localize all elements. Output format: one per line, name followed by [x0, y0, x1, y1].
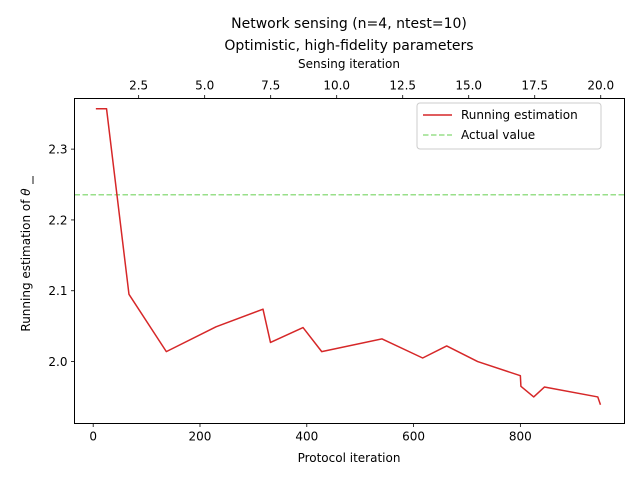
x-axis-label: Protocol iteration	[298, 451, 401, 465]
y-tick-label: 2.0	[48, 355, 67, 369]
x2-tick-label: 20.0	[587, 79, 614, 93]
chart-title-line1: Network sensing (n=4, ntest=10)	[231, 16, 467, 32]
y-tick-label: 2.1	[48, 284, 67, 298]
top-axis-label: Sensing iteration	[298, 57, 400, 71]
legend: Running estimation Actual value	[416, 102, 602, 150]
x-tick-label: 400	[295, 430, 318, 444]
plot-lines	[74, 108, 625, 405]
y-axis-label-symbol: θ	[19, 188, 33, 196]
x2-tick-label: 5.0	[195, 79, 214, 93]
x2-tick-label: 2.5	[129, 79, 148, 93]
x-tick-label: 0	[89, 430, 97, 444]
plot-frame	[74, 98, 625, 424]
x-tick-label: 200	[189, 430, 212, 444]
series-line-running-estimation	[95, 108, 602, 405]
x-tick-label: 800	[509, 430, 532, 444]
y-axis-label: Running estimation of θ	[19, 188, 33, 332]
x2-tick-label: 10.0	[323, 79, 350, 93]
legend-label-actual-value: Actual value	[461, 128, 535, 142]
x2-tick-label: 15.0	[455, 79, 482, 93]
x2-tick-label: 7.5	[261, 79, 280, 93]
axis-ticks: 0 200 400 600 800 2.0 2.1 2.2 2.3 2.5 5.0 7.5 10.0 12…	[48, 79, 614, 444]
legend-label-running-estimation: Running estimation	[461, 108, 578, 122]
y-tick-label: 2.3	[48, 143, 67, 157]
x2-tick-label: 17.5	[521, 79, 548, 93]
y-axis-label-prefix: Running estimation of	[19, 196, 33, 332]
y-tick-label: 2.2	[48, 213, 67, 227]
x2-tick-label: 12.5	[389, 79, 416, 93]
x-tick-label: 600	[402, 430, 425, 444]
chart-title-line2: Optimistic, high-fidelity parameters	[224, 38, 473, 54]
legend-box	[416, 102, 602, 150]
